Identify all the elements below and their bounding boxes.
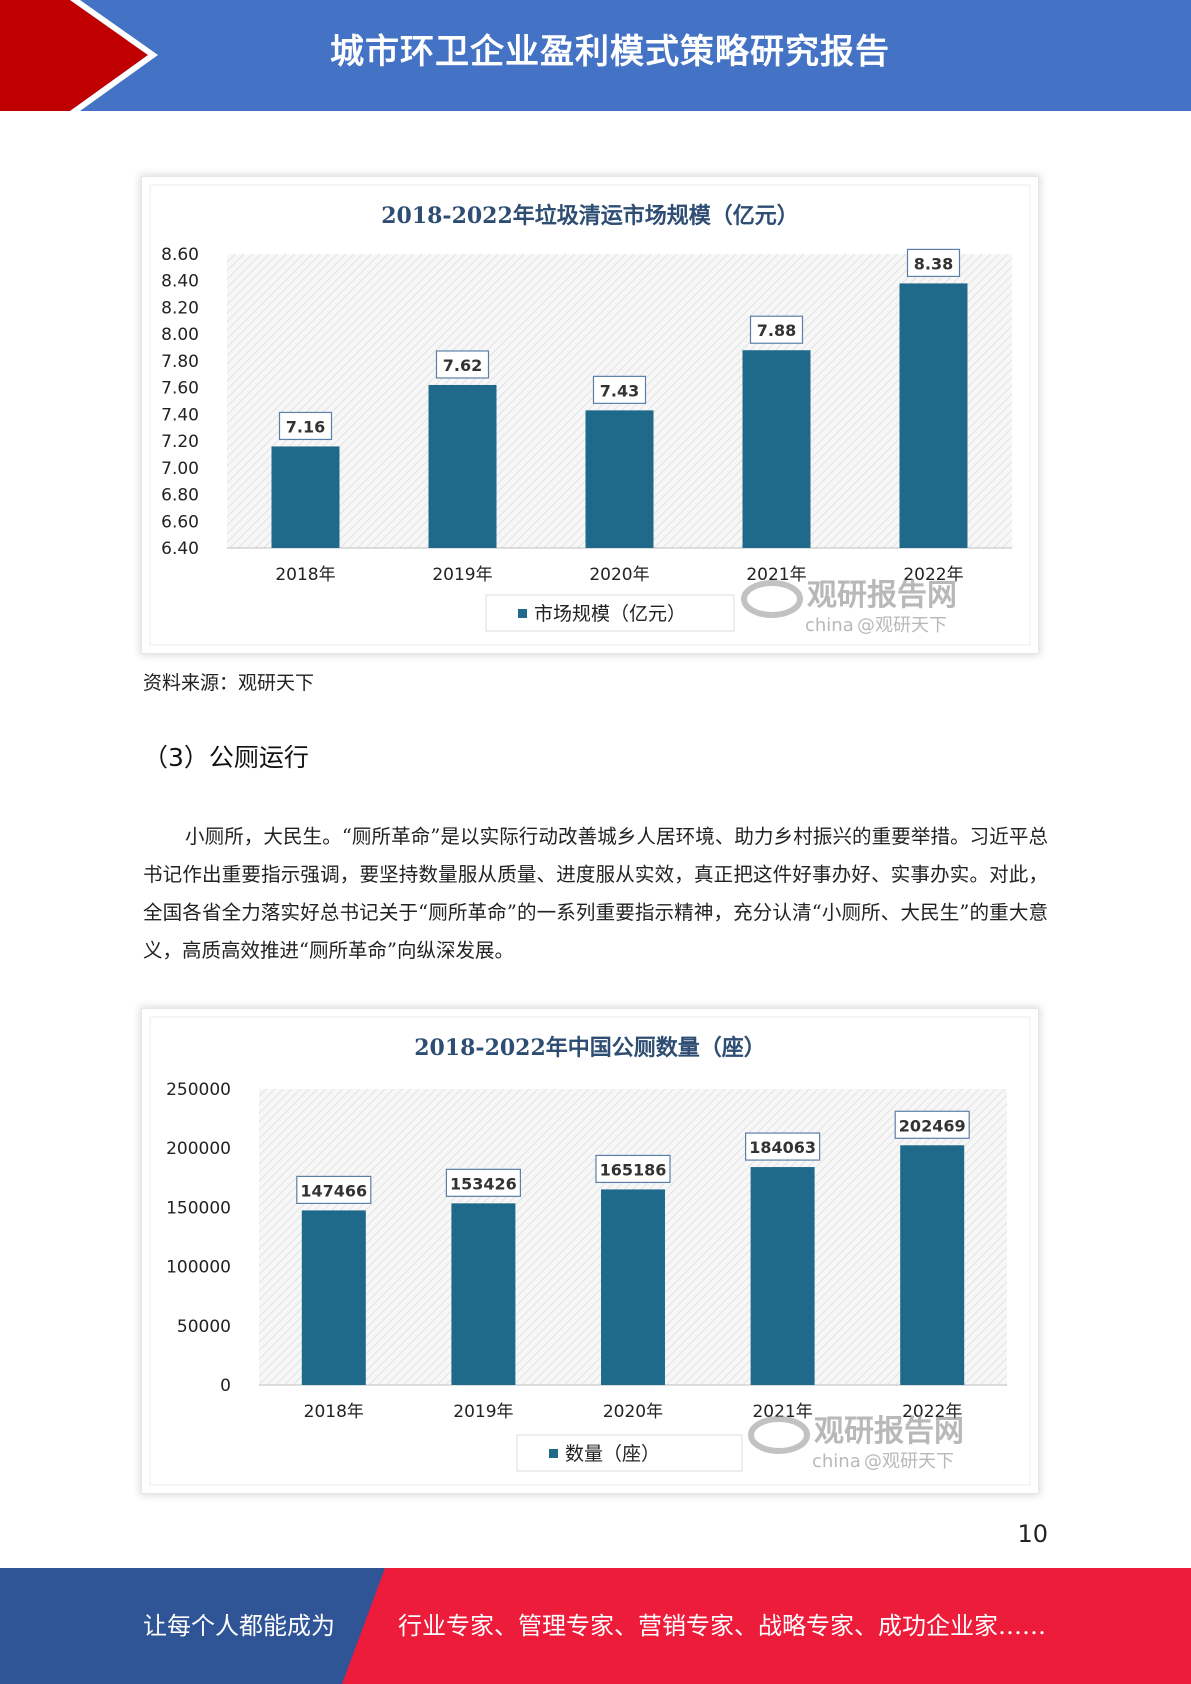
chart-garbage-market-size: 2018-2022年垃圾清运市场规模（亿元） 6.40 6.60 6.80 7.00 7.… xyxy=(142,177,1038,653)
chart-frame xyxy=(149,1016,1031,1486)
legend-box xyxy=(485,594,735,632)
watermark-logo-icon xyxy=(741,580,803,618)
chart-svg: 2018-2022年垃圾清运市场规模（亿元） 6.40 6.60 6.80 7.00 7.… xyxy=(149,184,1031,646)
data-label-box xyxy=(592,375,647,404)
data-label: 7.62 xyxy=(443,356,482,375)
bar xyxy=(585,410,654,548)
legend-label: 市场规模（亿元） xyxy=(534,603,686,625)
data-label-box xyxy=(744,1132,821,1161)
legend-label: 数量（座） xyxy=(565,1443,660,1465)
data-label: 202469 xyxy=(899,1116,966,1135)
y-tick-label: 8.00 xyxy=(161,325,199,345)
data-label: 153426 xyxy=(450,1174,517,1193)
bar xyxy=(271,446,340,548)
page-footer: 让每个人都能成为 行业专家、管理专家、营销专家、战略专家、成功企业家…… xyxy=(0,1568,1191,1684)
data-label-box xyxy=(894,1110,970,1139)
bar xyxy=(899,283,968,548)
report-title: 城市环卫企业盈利模式策略研究报告 xyxy=(330,32,890,72)
x-tick-label: 2022年 xyxy=(903,565,963,585)
watermark-sub: china xyxy=(805,615,854,636)
data-label-box xyxy=(278,411,333,441)
y-tick-label: 7.00 xyxy=(161,459,199,479)
y-tick-label: 8.20 xyxy=(161,298,199,318)
y-tick-label: 8.40 xyxy=(161,272,199,292)
chart-title: 2018-2022年中国公厕数量（座） xyxy=(414,1035,766,1061)
watermark-handle: @观研天下 xyxy=(857,615,947,636)
bar xyxy=(428,384,497,548)
data-label-box xyxy=(749,315,804,344)
y-tick-label: 7.20 xyxy=(161,432,199,452)
x-tick-label: 2021年 xyxy=(752,1402,812,1422)
bar xyxy=(742,350,811,548)
data-label: 8.38 xyxy=(914,254,953,273)
footer-background xyxy=(0,1568,1191,1684)
data-label-box xyxy=(595,1154,671,1184)
watermark-sub: china xyxy=(812,1451,861,1472)
source-note: 资料来源：观研天下 xyxy=(143,672,315,694)
footer-slogan-left: 让每个人都能成为 xyxy=(143,1612,335,1640)
data-label: 147466 xyxy=(300,1181,367,1200)
legend-swatch xyxy=(549,1449,558,1458)
bar xyxy=(750,1167,815,1385)
y-tick-label: 150000 xyxy=(166,1198,231,1218)
chart-frame xyxy=(149,184,1031,646)
data-label-box xyxy=(296,1175,372,1205)
data-label: 7.43 xyxy=(600,381,639,400)
data-label: 7.16 xyxy=(286,417,325,436)
chart-public-toilets: 2018-2022年中国公厕数量（座） 0 50000 100000 150000 200… xyxy=(142,1009,1038,1493)
x-tick-label: 2021年 xyxy=(746,565,806,585)
y-tick-label: 8.60 xyxy=(161,245,199,265)
x-tick-label: 2020年 xyxy=(603,1402,663,1422)
y-tick-label: 6.60 xyxy=(161,512,199,532)
x-tick-label: 2018年 xyxy=(275,565,335,585)
bar xyxy=(900,1145,965,1385)
legend-swatch xyxy=(518,609,527,618)
data-label-box xyxy=(906,248,961,278)
watermark-brand: 观研报告网 xyxy=(814,1414,964,1449)
watermark-logo-icon xyxy=(748,1416,810,1454)
x-tick-label: 2020年 xyxy=(589,565,649,585)
data-label: 165186 xyxy=(600,1160,667,1179)
data-label-box xyxy=(435,350,490,379)
y-tick-label: 7.80 xyxy=(161,352,199,372)
body-paragraph: 小厕所，大民生。“厕所革命”是以实际行动改善城乡人居环境、助力乡村振兴的重要举措… xyxy=(143,825,1048,962)
header-arrow-decoration xyxy=(0,0,158,111)
bar xyxy=(301,1210,366,1385)
y-tick-label: 200000 xyxy=(166,1139,231,1159)
watermark-brand: 观研报告网 xyxy=(807,578,957,613)
bar xyxy=(601,1189,665,1385)
x-tick-label: 2019年 xyxy=(432,565,492,585)
y-tick-label: 100000 xyxy=(166,1258,231,1278)
data-label: 184063 xyxy=(749,1138,816,1157)
x-tick-label: 2022年 xyxy=(902,1402,962,1422)
y-tick-label: 50000 xyxy=(177,1317,231,1337)
section-heading: （3）公厕运行 xyxy=(143,743,309,772)
footer-slogan-right: 行业专家、管理专家、营销专家、战略专家、成功企业家…… xyxy=(398,1612,1046,1640)
x-tick-label: 2018年 xyxy=(304,1402,364,1422)
y-tick-label: 6.80 xyxy=(161,486,199,506)
bar xyxy=(451,1203,516,1385)
page-header: 城市环卫企业盈利模式策略研究报告 xyxy=(0,0,1191,111)
data-label: 7.88 xyxy=(757,321,796,340)
watermark-handle: @观研天下 xyxy=(864,1451,954,1472)
y-tick-label: 250000 xyxy=(166,1080,231,1100)
page-number: 10 xyxy=(1017,1520,1048,1548)
chart-title: 2018-2022年垃圾清运市场规模（亿元） xyxy=(381,203,799,229)
x-tick-label: 2019年 xyxy=(453,1402,513,1422)
y-tick-label: 6.40 xyxy=(161,539,199,559)
y-tick-label: 0 xyxy=(220,1376,231,1396)
y-tick-label: 7.40 xyxy=(161,405,199,425)
y-tick-label: 7.60 xyxy=(161,379,199,399)
chart-svg: 2018-2022年中国公厕数量（座） 0 50000 100000 150000 200… xyxy=(149,1016,1031,1486)
data-label-box xyxy=(445,1168,521,1197)
